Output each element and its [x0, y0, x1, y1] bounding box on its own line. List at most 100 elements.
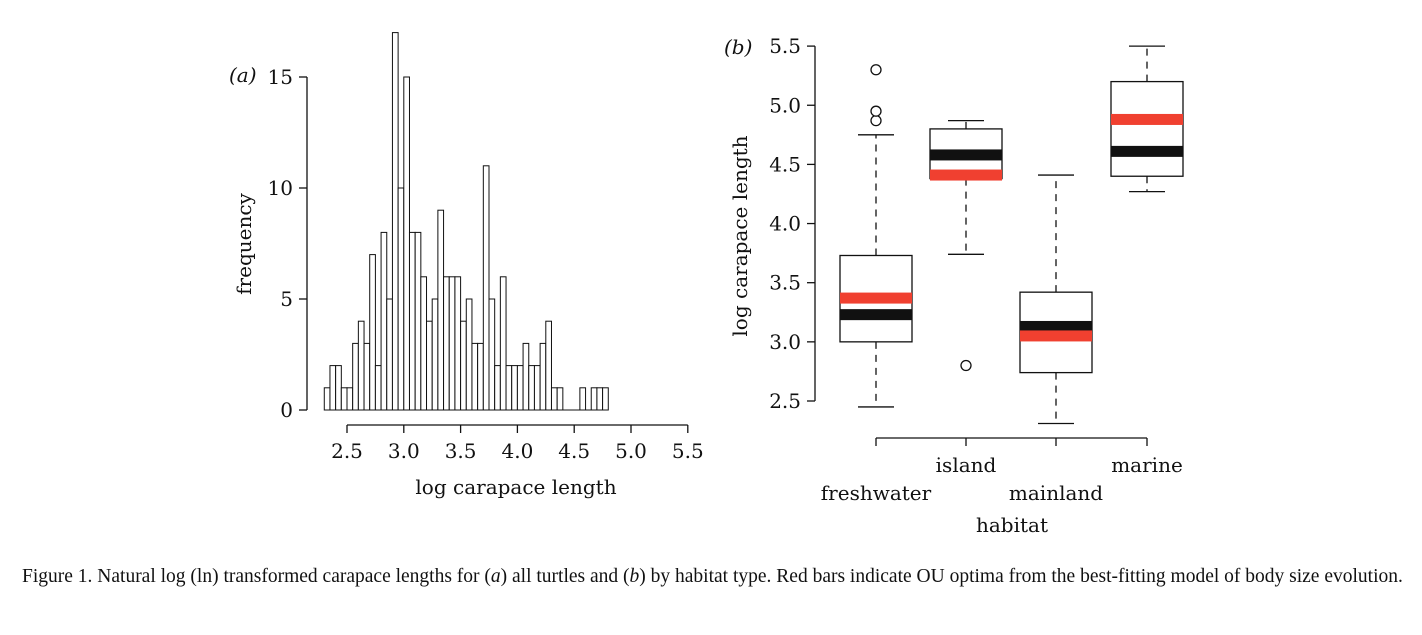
histogram-x-axis: 2.5 3.0 3.5 4.0 4.5 5.0 5.5 [331, 424, 704, 463]
histogram-bar [465, 298, 473, 411]
histogram-y-tick-label: 10 [268, 176, 293, 200]
boxplot-median-bar [930, 149, 1002, 161]
boxplot-ou-optimum-bar [930, 169, 1002, 181]
histogram-bar [431, 298, 439, 411]
boxplot-x-label: habitat [976, 513, 1048, 537]
histogram-bar [323, 387, 331, 411]
histogram-bar [386, 298, 393, 411]
histogram-bar [397, 187, 405, 411]
histogram-bar [369, 254, 376, 411]
histogram-y-label: frequency [232, 192, 256, 294]
boxplot-median-bar [1020, 320, 1092, 332]
boxplot-ou-optimum-bar [1020, 330, 1092, 342]
boxplot-x-tick-label: marine [1111, 453, 1183, 477]
histogram-bar [505, 365, 513, 411]
boxplot-group-mainland [1019, 174, 1093, 425]
boxplot-y-label: log carapace length [728, 135, 752, 336]
boxplot-y-tick-label: 3.0 [769, 330, 801, 354]
boxplot-y-tick-label: 3.5 [769, 271, 801, 295]
boxplot-y-tick-label: 4.5 [769, 152, 801, 176]
histogram-bar [522, 342, 530, 411]
boxplot-median-bar [1111, 145, 1183, 157]
boxplot-y-tick-label: 2.5 [769, 389, 801, 413]
histogram-bar [471, 342, 479, 411]
histogram-bar [346, 387, 354, 411]
histogram-bar [528, 365, 535, 411]
histogram-y-tick-label: 0 [280, 398, 293, 422]
histogram-y-tick-label: 15 [268, 65, 293, 89]
histogram-bar [579, 387, 587, 411]
histogram-bar [511, 365, 518, 411]
boxplot-y-tick-label: 4.0 [769, 212, 801, 236]
histogram-bar [494, 365, 501, 411]
histogram-bars [323, 32, 609, 411]
histogram-bar [499, 276, 507, 411]
histogram-x-tick-label: 5.5 [672, 439, 704, 463]
boxplot-x-tick-label: mainland [1009, 481, 1103, 505]
boxplot-x-tick-label: island [936, 453, 997, 477]
histogram-bar [539, 342, 547, 411]
histogram-bar [414, 231, 422, 411]
histogram-x-tick-label: 3.0 [388, 439, 420, 463]
panel-a-label: (a) [229, 63, 257, 87]
histogram-bar [477, 342, 484, 411]
caption-lead: Figure 1. Natural log (ln) transformed c… [22, 566, 491, 587]
histogram-bar [602, 387, 609, 411]
caption-mid: ) all turtles and ( [500, 566, 630, 587]
boxplot-outlier [870, 105, 882, 117]
histogram-bar [374, 365, 382, 411]
boxplot-ou-optimum-bar [1111, 113, 1183, 125]
histogram-bar [408, 231, 416, 411]
histogram-bar [391, 32, 399, 411]
histogram-bar [437, 209, 445, 411]
histogram-bar [482, 165, 490, 411]
figure-caption: Figure 1. Natural log (ln) transformed c… [22, 563, 1412, 590]
histogram-x-tick-label: 3.5 [445, 439, 477, 463]
boxplot-box [1110, 80, 1184, 177]
histogram-panel: (a) 0 5 10 15 2.5 3.0 3.5 4.0 4.5 5.0 5.5 frequen… [229, 32, 704, 499]
histogram-bar [460, 320, 467, 411]
boxplot-y-tick-label: 5.5 [769, 34, 801, 58]
histogram-x-tick-label: 4.5 [558, 439, 590, 463]
histogram-bar [533, 365, 541, 411]
caption-tail: ) by habitat type. Red bars indicate OU … [639, 566, 1403, 587]
histogram-bar [590, 387, 598, 411]
histogram-y-axis: 0 5 10 15 [268, 65, 308, 422]
histogram-bar [454, 276, 462, 411]
boxplot-y-tick-label: 5.0 [769, 93, 801, 117]
boxplot-group-freshwater [839, 64, 913, 408]
boxplot-median-bar [840, 309, 912, 321]
histogram-bar [426, 320, 433, 411]
boxplot-outlier [960, 359, 972, 372]
histogram-bar [420, 276, 428, 411]
histogram-bar [545, 320, 552, 411]
histogram-bar [335, 365, 342, 411]
histogram-x-tick-label: 2.5 [331, 439, 363, 463]
histogram-x-tick-label: 5.0 [615, 439, 647, 463]
histogram-bar [329, 365, 337, 411]
histogram-bar [403, 76, 410, 411]
boxplot-x-tick-label: freshwater [821, 481, 932, 505]
boxplot-y-axis: 2.5 3.0 3.5 4.0 4.5 5.0 5.5 [769, 34, 816, 413]
histogram-bar [357, 320, 365, 411]
histogram-bar [596, 387, 604, 411]
histogram-bar [443, 276, 450, 411]
boxplot-outlier [870, 64, 882, 76]
histogram-x-label: log carapace length [415, 475, 616, 499]
boxplot-group-island [929, 119, 1003, 372]
boxplot-group-marine [1110, 45, 1184, 193]
histogram-bar [340, 387, 348, 411]
histogram-bar [448, 276, 456, 411]
caption-panel-b: b [629, 566, 640, 587]
boxplot-panel: (b) 2.5 3.0 3.5 4.0 4.5 5.0 5.5 freshwaterisla… [724, 34, 1184, 537]
histogram-bar [352, 342, 359, 411]
boxplot-ou-optimum-bar [840, 292, 912, 304]
boxplot-outlier [870, 114, 882, 127]
figure: (a) 0 5 10 15 2.5 3.0 3.5 4.0 4.5 5.0 5.5 frequen… [229, 32, 1184, 537]
histogram-x-tick-label: 4.0 [501, 439, 533, 463]
caption-panel-a: a [490, 566, 501, 587]
histogram-bar [363, 342, 371, 411]
histogram-bar [550, 387, 558, 411]
panel-b-label: (b) [724, 35, 752, 59]
